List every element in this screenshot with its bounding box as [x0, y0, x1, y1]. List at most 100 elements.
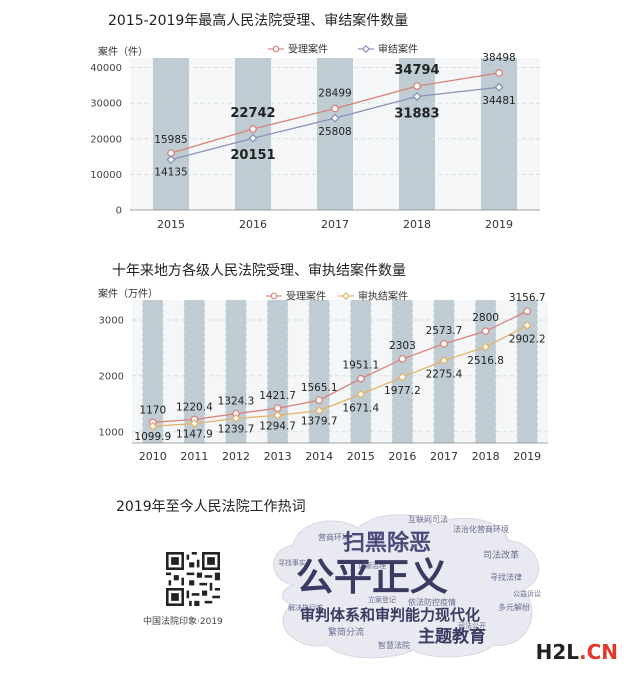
category-band — [317, 58, 353, 210]
data-point — [439, 355, 449, 366]
legend-label: 审执结案件 — [358, 290, 408, 303]
cloud-small-word: 寻找法律 — [490, 572, 522, 582]
cloud-small-word: 诉源治理 — [358, 561, 386, 570]
y-tick-label: 30000 — [90, 99, 122, 110]
data-label: 3156.7 — [509, 292, 546, 304]
series-line — [152, 310, 528, 423]
data-point — [481, 342, 491, 352]
data-point — [249, 125, 257, 133]
y-axis-label: 案件（件） — [98, 45, 148, 58]
data-point — [412, 91, 422, 101]
x-tick-label: 2015 — [157, 218, 185, 231]
category-band — [399, 58, 435, 210]
x-tick-label: 2014 — [305, 450, 333, 463]
legend-label: 受理案件 — [288, 43, 328, 56]
y-tick-label: 0 — [116, 206, 122, 217]
cloud-small-word: 立案登记 — [368, 595, 396, 604]
y-tick-label: 10000 — [90, 170, 122, 181]
data-point — [148, 421, 158, 431]
data-point — [494, 82, 504, 92]
legend-marker — [272, 45, 280, 53]
cloud-small-word: 解决执行难 — [288, 603, 323, 612]
chart2-title: 十年来地方各级人民法院受理、审执结案件数量 — [112, 263, 406, 279]
category-band — [433, 300, 455, 443]
y-tick-label: 20000 — [90, 134, 122, 145]
category-band — [225, 300, 247, 443]
category-band — [516, 300, 538, 443]
data-label: 1099.9 — [134, 431, 171, 443]
data-label: 2516.8 — [467, 355, 504, 367]
data-point — [189, 419, 199, 429]
data-point — [356, 374, 365, 383]
data-point — [413, 82, 421, 90]
x-tick-label: 2016 — [388, 450, 416, 463]
data-label: 1220.4 — [176, 401, 213, 413]
x-tick-label: 2018 — [472, 450, 500, 463]
qr-caption: 中国法院印象·2019 — [143, 617, 223, 627]
data-point — [315, 396, 324, 405]
chart1-title: 2015-2019年最高人民法院受理、审结案件数量 — [108, 13, 409, 29]
x-tick-label: 2013 — [264, 450, 292, 463]
cloud-small-word: 多元解纷 — [498, 602, 530, 612]
chart2-svg: 1000 2000 3000 2010 2011 2012 2013 2014 2015 2016… — [98, 287, 548, 463]
qr-code — [166, 552, 220, 606]
watermark: H2L.CN — [536, 640, 618, 664]
data-point — [481, 327, 490, 336]
legend-label: 审结案件 — [378, 43, 418, 56]
category-band — [350, 300, 372, 443]
y-tick-label: 1000 — [99, 427, 124, 438]
cloud-word-zhuti: 主题教育 — [418, 626, 486, 647]
category-band — [481, 58, 517, 210]
category-band — [308, 300, 330, 443]
data-point — [166, 155, 176, 165]
data-point — [522, 320, 532, 330]
data-label: 1379.7 — [301, 416, 338, 428]
data-point — [314, 406, 324, 416]
data-label: 31883 — [394, 106, 439, 121]
data-label: 1421.7 — [259, 390, 296, 402]
data-label: 20151 — [230, 148, 275, 163]
category-band — [142, 300, 164, 443]
data-point — [356, 389, 366, 399]
cloud-small-word: 司法改革 — [483, 549, 519, 561]
cloud-small-word: 互联网司法 — [408, 514, 448, 524]
qr-code-image — [166, 552, 220, 606]
data-point — [231, 413, 241, 423]
legend-marker — [341, 291, 351, 301]
series-line — [152, 324, 528, 427]
category-band — [183, 300, 205, 443]
y-tick-label: 40000 — [90, 63, 122, 74]
data-label: 38498 — [482, 52, 515, 64]
data-label: 1324.3 — [218, 396, 255, 408]
data-point — [331, 104, 339, 113]
data-label: 34794 — [394, 63, 439, 78]
data-point — [440, 339, 448, 348]
legend-marker — [270, 292, 278, 300]
data-point — [523, 307, 532, 316]
x-tick-label: 2016 — [239, 218, 267, 231]
data-label: 1170 — [139, 404, 166, 416]
category-band — [391, 300, 413, 443]
y-tick-label: 2000 — [99, 371, 124, 382]
data-label: 2902.2 — [509, 333, 546, 345]
watermark-prefix: H2L — [535, 640, 579, 664]
x-tick-label: 2012 — [222, 450, 250, 463]
data-point — [495, 69, 503, 77]
cloud-small-word: 繁简分流 — [328, 626, 364, 638]
category-band — [475, 300, 497, 443]
data-point — [330, 113, 340, 123]
data-label: 1294.7 — [259, 420, 296, 432]
y-axis-label: 案件（万件） — [98, 287, 158, 300]
legend-marker — [361, 44, 371, 54]
data-label: 2800 — [472, 312, 499, 324]
y-tick-label: 3000 — [99, 315, 124, 326]
cloud-small-word: 法治化营商环境 — [453, 524, 509, 534]
x-tick-label: 2017 — [321, 218, 349, 231]
category-band — [153, 58, 189, 210]
legend-label: 受理案件 — [286, 290, 326, 303]
x-tick-label: 2017 — [430, 450, 458, 463]
cloud-small-word: 司法公开 — [458, 621, 486, 630]
data-label: 2573.7 — [426, 325, 463, 337]
